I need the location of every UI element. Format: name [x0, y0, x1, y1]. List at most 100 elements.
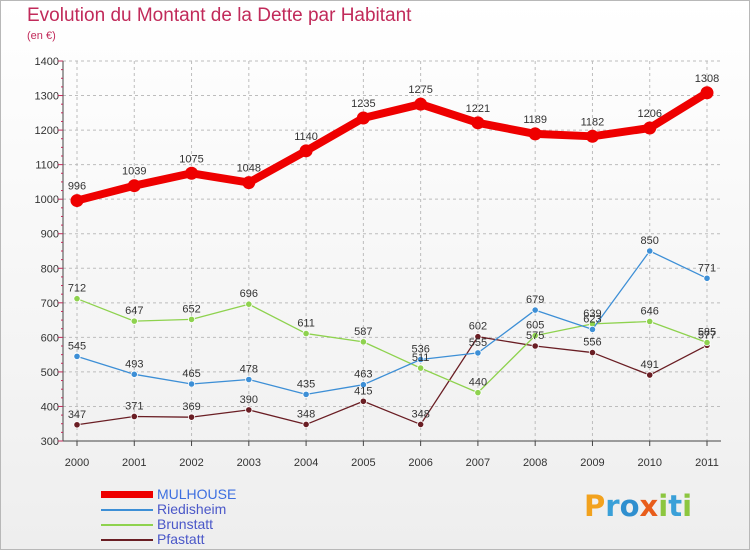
data-label-mulhouse: 1308	[695, 73, 719, 85]
proxiti-logo: Proxiti	[584, 489, 692, 523]
data-label-riedisheim: 465	[182, 368, 200, 380]
data-point-mulhouse	[643, 121, 657, 135]
data-label-riedisheim: 478	[240, 364, 258, 376]
data-label-brunstatt: 639	[583, 308, 601, 320]
data-point-brunstatt	[187, 315, 196, 323]
data-point-riedisheim	[187, 380, 196, 388]
data-point-mulhouse	[185, 166, 199, 180]
data-point-mulhouse	[414, 97, 428, 111]
x-tick-label: 2000	[65, 457, 89, 469]
data-point-mulhouse	[127, 179, 141, 193]
legend-label: Pfastatt	[157, 531, 205, 547]
data-label-pfastatt: 390	[240, 394, 258, 406]
data-label-riedisheim: 771	[698, 262, 716, 274]
data-label-pfastatt: 347	[68, 409, 86, 421]
y-tick-label: 300	[41, 436, 59, 448]
x-tick-label: 2005	[351, 457, 375, 469]
logo-letter: o	[619, 489, 640, 523]
legend-item-pfastatt: Pfastatt	[101, 532, 236, 547]
data-point-brunstatt	[359, 338, 367, 346]
data-label-pfastatt: 348	[297, 408, 315, 420]
x-tick-label: 2004	[294, 457, 318, 469]
x-tick-label: 2006	[408, 457, 432, 469]
data-point-brunstatt	[302, 329, 310, 338]
x-tick-label: 2007	[466, 457, 490, 469]
series-line-brunstatt	[76, 298, 708, 394]
data-label-mulhouse: 1182	[581, 116, 605, 128]
data-point-riedisheim	[302, 390, 310, 398]
data-label-mulhouse: 1075	[179, 153, 203, 165]
data-point-mulhouse	[70, 194, 84, 208]
logo-letter: P	[584, 489, 606, 523]
data-point-pfastatt	[531, 342, 539, 350]
data-point-brunstatt	[417, 364, 425, 372]
data-point-pfastatt	[588, 348, 597, 357]
data-label-pfastatt: 491	[641, 359, 659, 371]
legend-item-riedisheim: Riedisheim	[101, 502, 236, 517]
y-tick-label: 1300	[35, 91, 59, 103]
data-point-pfastatt	[130, 412, 138, 421]
legend-item-brunstatt: Brunstatt	[101, 517, 236, 532]
data-point-mulhouse	[299, 144, 313, 158]
data-label-pfastatt: 415	[354, 385, 372, 397]
data-label-riedisheim: 493	[125, 358, 143, 370]
chart-unit: (en €)	[27, 30, 56, 42]
data-point-pfastatt	[646, 371, 654, 379]
legend-swatch	[101, 523, 153, 526]
logo-letter: r	[605, 489, 620, 523]
y-tick-label: 400	[41, 401, 59, 413]
data-point-riedisheim	[130, 370, 138, 378]
data-label-brunstatt: 652	[182, 303, 200, 315]
legend-swatch	[101, 491, 153, 498]
data-point-mulhouse	[700, 86, 714, 100]
data-point-brunstatt	[130, 317, 138, 325]
x-tick-label: 2002	[179, 457, 203, 469]
data-point-pfastatt	[359, 397, 367, 405]
y-tick-label: 1000	[35, 194, 59, 206]
data-label-brunstatt: 696	[240, 288, 258, 300]
data-point-brunstatt	[703, 338, 711, 347]
data-point-riedisheim	[245, 375, 253, 384]
data-label-riedisheim: 555	[469, 337, 487, 349]
y-tick-label: 600	[41, 332, 59, 344]
x-tick-label: 2009	[580, 457, 604, 469]
y-tick-label: 800	[41, 263, 59, 275]
data-point-mulhouse	[528, 127, 542, 141]
data-point-riedisheim	[417, 355, 425, 364]
data-label-mulhouse: 1206	[637, 108, 661, 120]
data-point-pfastatt	[474, 333, 482, 341]
chart-title: Evolution du Montant de la Dette par Hab…	[27, 5, 412, 26]
y-tick-label: 1400	[35, 56, 59, 68]
logo-letter: i	[658, 489, 669, 523]
data-label-mulhouse: 1048	[237, 163, 261, 175]
data-point-pfastatt	[73, 421, 81, 429]
data-label-pfastatt: 371	[125, 400, 143, 412]
legend-swatch	[101, 508, 153, 511]
data-point-brunstatt	[531, 332, 539, 340]
series-line-pfastatt	[76, 336, 708, 426]
data-label-brunstatt: 585	[698, 327, 716, 339]
data-label-brunstatt: 647	[125, 305, 143, 317]
data-point-pfastatt	[302, 420, 310, 429]
logo-letter: t	[668, 489, 683, 523]
legend-label: Brunstatt	[157, 516, 214, 532]
data-point-mulhouse	[585, 129, 599, 143]
data-label-pfastatt: 577	[698, 329, 716, 341]
data-label-pfastatt: 556	[583, 337, 601, 349]
logo-letter: i	[682, 489, 693, 523]
series-line-mulhouse	[75, 89, 710, 205]
x-tick-label: 2003	[237, 457, 261, 469]
legend-swatch	[101, 538, 153, 541]
data-label-mulhouse: 1221	[466, 103, 490, 115]
data-point-mulhouse	[242, 176, 256, 190]
data-label-brunstatt: 611	[297, 318, 315, 330]
data-label-brunstatt: 440	[469, 377, 487, 389]
data-point-pfastatt	[417, 420, 425, 429]
x-tick-label: 2008	[523, 457, 547, 469]
data-label-riedisheim: 545	[68, 340, 86, 352]
data-label-pfastatt: 348	[411, 408, 429, 420]
legend: MULHOUSE Riedisheim Brunstatt Pfastatt	[101, 487, 236, 547]
legend-item-mulhouse: MULHOUSE	[101, 487, 236, 502]
data-label-mulhouse: 1275	[408, 84, 432, 96]
